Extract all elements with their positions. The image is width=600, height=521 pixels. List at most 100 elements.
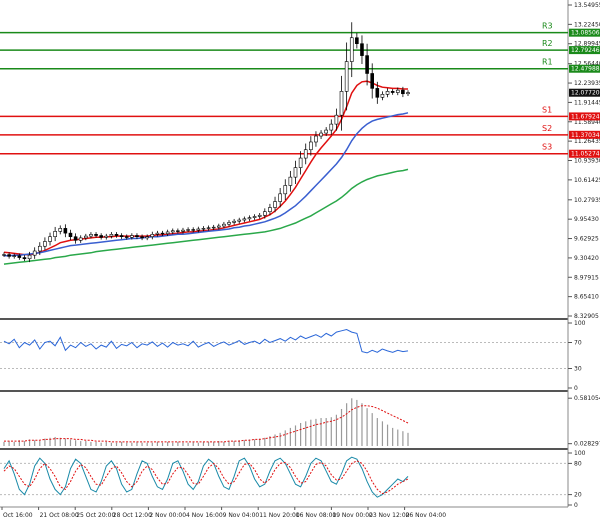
level-tag-value: 11.37034 <box>571 132 600 139</box>
candle-body <box>324 129 328 134</box>
candle-body <box>288 176 293 186</box>
candle-body <box>7 254 11 257</box>
price-tick-label: 12.23935 <box>574 80 600 87</box>
candle-body <box>329 123 334 131</box>
level-tag-value: 11.05274 <box>571 151 600 158</box>
candle-body <box>94 234 98 236</box>
candle-body <box>135 235 139 238</box>
candle-body <box>145 236 149 239</box>
candle-body <box>395 89 400 93</box>
price-tick-label: 10.93930 <box>574 158 600 165</box>
price-tick-label: 8.65410 <box>574 294 599 301</box>
candle-body <box>84 235 88 239</box>
level-tag-value: 12.79246 <box>571 47 600 54</box>
ind1-tick-label: 70 <box>574 340 582 347</box>
candle-body <box>78 237 83 241</box>
price-tick-label: 8.32905 <box>574 313 599 320</box>
candle-body <box>375 88 380 98</box>
indicator-pane-2 <box>0 392 568 448</box>
candle-body <box>406 92 410 95</box>
candle-body <box>140 236 144 239</box>
candle-body <box>165 231 170 235</box>
candle-body <box>191 229 196 231</box>
candle-body <box>309 141 313 151</box>
time-tick-label: 25 Oct 20:00 <box>76 512 115 519</box>
candle-body <box>155 232 160 235</box>
level-label-r1: R1 <box>542 58 553 67</box>
candle-body <box>380 94 385 98</box>
time-tick-label: 16 Nov 08:00 <box>296 512 337 519</box>
candle-body <box>22 257 27 260</box>
price-tick-label: 13.22450 <box>574 21 600 28</box>
candle-body <box>222 223 226 227</box>
moving-average-1 <box>3 80 408 256</box>
level-label-r2: R2 <box>542 39 553 48</box>
candle-body <box>242 218 247 221</box>
price-tick-label: 10.61425 <box>574 177 600 184</box>
price-tick-label: 11.58940 <box>574 119 600 126</box>
price-tick-label: 12.56440 <box>574 61 600 68</box>
time-tick-label: 21 Oct 08:00 <box>40 512 79 519</box>
candle-body <box>216 225 221 228</box>
candle-body <box>160 232 165 235</box>
level-tag-r1 <box>569 64 600 73</box>
level-tag-value: 12.47988 <box>571 66 600 73</box>
level-label-s3: S3 <box>542 143 552 152</box>
candle-body <box>319 132 323 137</box>
candle-body <box>150 234 155 238</box>
candle-body <box>293 167 298 178</box>
candle-body <box>298 157 303 168</box>
candle-body <box>89 234 93 237</box>
ind3-main-line <box>3 456 409 498</box>
candle-body <box>99 235 103 238</box>
price-tick-label: 10.27935 <box>574 197 600 204</box>
candle-body <box>206 227 211 229</box>
indicator-pane-3 <box>0 450 568 507</box>
candle-body <box>186 229 190 231</box>
candle-body <box>385 91 390 95</box>
candle-body <box>278 193 282 202</box>
candle-body <box>2 254 6 256</box>
ind1-line <box>3 328 409 354</box>
candle-body <box>247 217 252 220</box>
candle-body <box>17 255 22 258</box>
current-price-value: 12.07720 <box>571 90 600 97</box>
candle-body <box>48 236 52 242</box>
candle-body <box>130 235 134 238</box>
candle-body <box>170 230 175 233</box>
candle-body <box>114 234 119 236</box>
ind3-tick-label: 20 <box>574 492 582 499</box>
price-tick-label: 12.89945 <box>574 41 600 48</box>
ind2-signal-line <box>4 405 409 443</box>
time-tick-label: 9 Nov 04:00 <box>223 512 260 519</box>
time-tick-label: 11 Nov 20:00 <box>259 512 300 519</box>
candle-body <box>196 228 201 231</box>
time-tick-label: 4 Nov 16:00 <box>186 512 223 519</box>
candle-body <box>27 254 32 260</box>
time-tick-label: 26 Nov 04:00 <box>406 512 447 519</box>
level-tag-r3 <box>569 28 600 37</box>
moving-average-2 <box>4 112 409 257</box>
candle-body <box>360 43 364 56</box>
ind2-tick-label: 0.028297 <box>574 441 600 448</box>
level-tag-s1 <box>569 112 600 121</box>
moving-average-3 <box>3 168 409 265</box>
ind3-tick-label: 0 <box>574 502 578 509</box>
ind1-tick-label: 30 <box>574 366 582 373</box>
candle-body <box>401 89 405 95</box>
candle-body <box>12 255 17 257</box>
price-tick-label: 11.91445 <box>574 99 600 106</box>
ind3-tick-label: 100 <box>574 450 586 457</box>
candle-body <box>252 216 257 218</box>
candle-body <box>334 114 339 125</box>
time-tick-label: 19 Nov 00:00 <box>332 512 373 519</box>
ind2-tick-label: 0.581054 <box>574 395 600 402</box>
ind1-tick-label: 100 <box>574 320 586 327</box>
candle-body <box>390 91 395 93</box>
price-tick-label: 9.62925 <box>574 236 599 243</box>
candle-body <box>109 234 114 237</box>
candle-body <box>263 211 267 216</box>
price-pane <box>0 0 568 318</box>
price-tick-label: 9.30420 <box>574 255 599 262</box>
